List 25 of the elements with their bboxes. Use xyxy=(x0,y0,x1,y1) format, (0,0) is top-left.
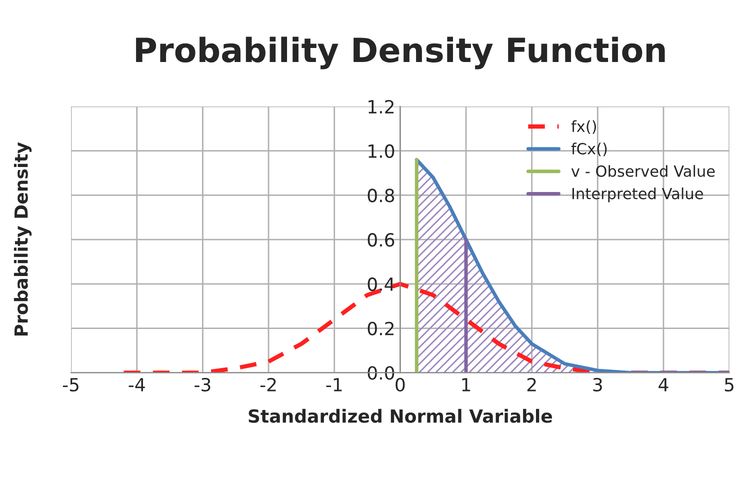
x-axis-title: Standardized Normal Variable xyxy=(248,408,552,423)
x-tick-label: -4 xyxy=(128,378,145,392)
x-tick-label: 5 xyxy=(724,378,734,392)
legend-label: Interpreted Value xyxy=(572,188,703,202)
y-tick-label: 1.0 xyxy=(368,144,394,158)
y-tick-label: 1.2 xyxy=(368,100,394,114)
y-tick-label: 0.4 xyxy=(368,277,394,292)
x-tick-label: -2 xyxy=(260,378,276,392)
y-tick-label: 0.6 xyxy=(368,233,394,247)
y-tick-label: 0.2 xyxy=(368,322,394,336)
chart-title: Probability Density Function xyxy=(136,36,665,70)
x-tick-label: -5 xyxy=(62,378,78,392)
x-tick-label: 4 xyxy=(658,378,668,392)
x-tick-label: 3 xyxy=(593,378,602,392)
x-tick-label: 1 xyxy=(462,378,470,392)
legend-label: fx() xyxy=(571,120,596,134)
legend-label: v - Observed Value xyxy=(571,165,715,177)
x-tick-label: 0 xyxy=(396,378,405,392)
x-tick-label: -1 xyxy=(326,378,342,392)
y-tick-label: 0.8 xyxy=(368,188,394,202)
x-tick-label: -3 xyxy=(194,378,210,392)
y-axis-title: Probability Density xyxy=(14,142,32,336)
y-tick-label: 0.0 xyxy=(368,366,394,380)
x-tick-label: 2 xyxy=(527,378,536,392)
legend-label: fCx() xyxy=(571,142,607,156)
